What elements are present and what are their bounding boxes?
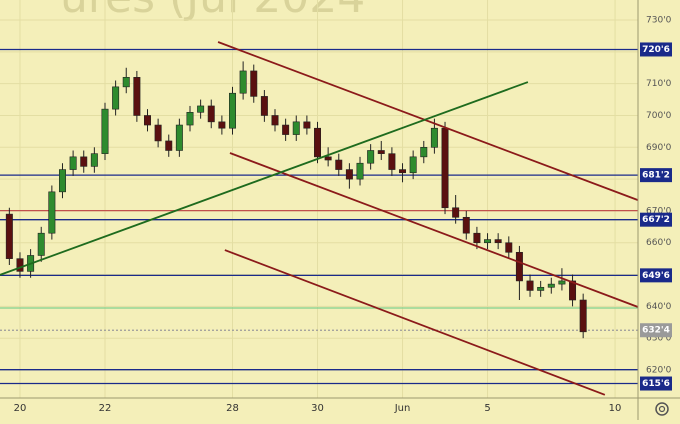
- trend-line: [224, 249, 606, 396]
- price-label: 681'2: [642, 171, 670, 181]
- candle-body: [175, 124, 183, 151]
- candle-body: [260, 96, 268, 116]
- price-label: 667'2: [642, 215, 670, 225]
- price-label-box: [640, 376, 672, 391]
- x-tick-label: 5: [484, 403, 490, 414]
- y-tick-label: 710'0: [646, 79, 672, 89]
- candle-body: [356, 162, 364, 180]
- price-label: 615'6: [642, 379, 670, 389]
- price-label-box: [640, 42, 672, 57]
- candle-body: [526, 280, 534, 291]
- candle-body: [441, 127, 449, 209]
- price-label-box: [640, 323, 672, 338]
- price-label: 632'4: [642, 326, 670, 336]
- gear[interactable]: [655, 402, 669, 416]
- x-tick-label: 22: [99, 403, 112, 414]
- candle-body: [452, 207, 460, 218]
- candle-body: [462, 216, 470, 234]
- settings-icon[interactable]: [655, 402, 669, 416]
- y-tick-label: 670'0: [646, 206, 672, 216]
- candle-body: [367, 150, 375, 164]
- candle-body: [144, 115, 151, 126]
- candle-body: [547, 283, 555, 288]
- candle-body: [515, 251, 523, 282]
- price-label: 649'6: [642, 271, 670, 281]
- y-tick-label: 730'0: [646, 16, 672, 26]
- candle-body: [537, 286, 545, 291]
- y-tick-label: 620'0: [646, 366, 672, 376]
- x-tick-label: Jun: [394, 403, 411, 414]
- gear-hub[interactable]: [658, 405, 666, 413]
- price-label-box: [640, 268, 672, 283]
- candle-body: [90, 153, 98, 167]
- candle-body: [420, 147, 428, 158]
- candle-body: [101, 108, 109, 154]
- candle-body: [324, 156, 332, 161]
- candle-body: [303, 121, 311, 129]
- y-tick-label: 700'0: [646, 111, 672, 121]
- trend-line: [0, 81, 529, 276]
- candle-body: [345, 169, 353, 180]
- y-tick-label: 630'0: [646, 334, 672, 344]
- candle-body: [197, 105, 205, 113]
- trend-line: [229, 152, 639, 308]
- candle-body: [569, 280, 577, 301]
- candle-body: [579, 299, 587, 333]
- candle-body: [80, 156, 88, 167]
- x-tick-label: 28: [226, 403, 239, 414]
- candle-body: [335, 159, 343, 170]
- candle-body: [218, 121, 226, 129]
- candle-body: [409, 156, 417, 174]
- candle-body: [207, 105, 215, 123]
- trend-line: [217, 41, 639, 201]
- y-tick-label: 690'0: [646, 143, 672, 153]
- candle-body: [165, 140, 173, 151]
- candle-body: [388, 153, 396, 170]
- x-tick-label: 10: [609, 403, 622, 414]
- y-tick-label: 640'0: [646, 302, 672, 312]
- candle-body: [271, 115, 279, 126]
- candle-body: [473, 232, 481, 244]
- watermark: ures (Jul 2024: [60, 0, 365, 23]
- candle-body: [69, 156, 77, 170]
- candle-body: [5, 213, 13, 259]
- x-tick-label: 20: [14, 403, 27, 414]
- candle-body: [16, 258, 24, 272]
- candle-body: [122, 77, 130, 88]
- candle-body: [37, 232, 45, 256]
- price-label: 720'6: [642, 45, 670, 55]
- candle-body: [239, 70, 247, 94]
- candle-body: [558, 280, 566, 285]
- price-label-box: [640, 168, 672, 183]
- candle-body: [430, 127, 438, 148]
- candle-body: [229, 92, 236, 129]
- candle-body: [133, 77, 141, 116]
- candle-body: [314, 127, 322, 158]
- candle-body: [494, 239, 502, 244]
- candle-body: [399, 169, 407, 174]
- y-tick-label: 660'0: [646, 238, 672, 248]
- candle-body: [282, 124, 290, 135]
- candle-body: [505, 242, 513, 253]
- candle-body: [48, 191, 56, 234]
- candle-body: [58, 169, 66, 193]
- x-tick-label: 30: [311, 403, 324, 414]
- candle-body: [154, 124, 162, 142]
- candle-body: [250, 70, 258, 97]
- candle-body: [292, 121, 300, 135]
- candle-body: [484, 239, 492, 244]
- candle-body: [112, 86, 120, 110]
- candle-body: [377, 150, 385, 154]
- price-label-box: [640, 212, 672, 227]
- candle-body: [186, 112, 194, 126]
